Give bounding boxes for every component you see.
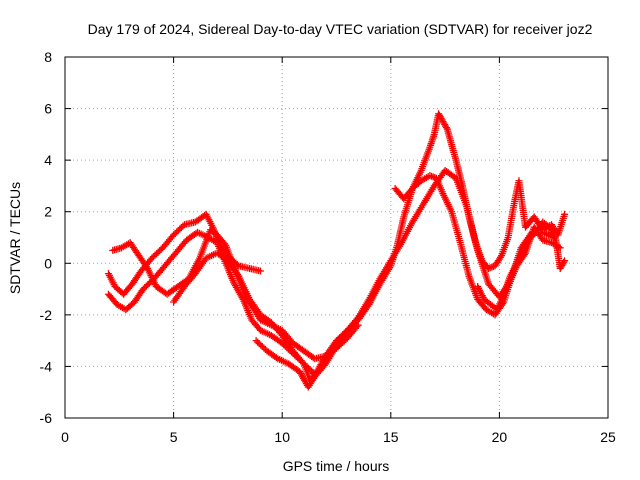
plot-frame <box>64 56 609 419</box>
series-track-c <box>109 226 362 363</box>
series-track-g <box>474 218 569 314</box>
data-points <box>104 110 569 391</box>
x-tick-label: 5 <box>170 429 178 445</box>
y-tick-label: 6 <box>44 101 52 117</box>
data-point <box>561 257 569 265</box>
x-tick-label: 20 <box>492 429 508 445</box>
y-tick-label: -2 <box>40 307 53 323</box>
data-point <box>561 210 569 218</box>
series-track-e <box>252 110 569 391</box>
y-tick-label: -6 <box>40 410 53 426</box>
x-tick-label: 25 <box>600 429 616 445</box>
y-tick-label: 0 <box>44 255 52 271</box>
data-point <box>560 258 568 266</box>
y-tick-label: 2 <box>44 204 52 220</box>
x-axis-ticks: 0 5 10 15 20 25 <box>61 57 616 445</box>
y-axis-label: SDTVAR / TECUs <box>7 182 23 294</box>
y-tick-label: -4 <box>40 358 53 374</box>
x-tick-label: 15 <box>383 429 399 445</box>
y-tick-label: 4 <box>44 152 52 168</box>
x-tick-label: 0 <box>61 429 69 445</box>
x-tick-label: 10 <box>274 429 290 445</box>
data-point <box>256 267 264 275</box>
y-tick-label: 8 <box>44 49 52 65</box>
data-point <box>442 124 450 132</box>
x-axis-label: GPS time / hours <box>283 458 390 474</box>
y-axis-ticks: -6 -4 -2 0 2 4 6 8 <box>40 49 608 426</box>
chart-title: Day 179 of 2024, Sidereal Day-to-day VTE… <box>88 21 593 37</box>
data-point <box>299 358 307 366</box>
